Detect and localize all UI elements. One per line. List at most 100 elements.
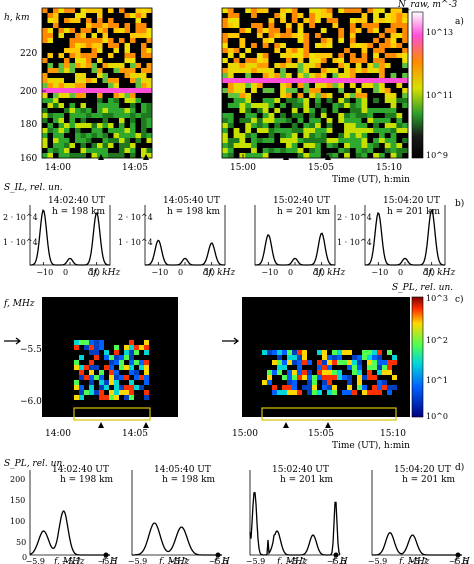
heatmap-cell bbox=[320, 78, 327, 84]
heatmap-cell bbox=[146, 153, 153, 159]
heatmap-cell bbox=[130, 133, 136, 139]
heatmap-cell bbox=[113, 28, 120, 34]
heatmap-cell bbox=[239, 143, 246, 149]
heatmap-cell bbox=[129, 370, 134, 375]
panel-b-xtick: 0 bbox=[398, 268, 403, 277]
heatmap-cell bbox=[222, 18, 229, 24]
heatmap-cell bbox=[135, 33, 142, 39]
heatmap-cell bbox=[141, 53, 147, 59]
heatmap-cell bbox=[320, 118, 327, 124]
heatmap-cell bbox=[251, 148, 258, 154]
heatmap-cell bbox=[64, 73, 70, 79]
heatmap-cell bbox=[357, 370, 362, 375]
arrow-up-icon bbox=[325, 154, 331, 160]
heatmap-cell bbox=[124, 78, 131, 84]
heatmap-cell bbox=[233, 38, 240, 44]
heatmap-cell bbox=[80, 128, 87, 134]
heatmap-cell bbox=[94, 375, 99, 380]
heatmap-cell bbox=[373, 103, 380, 109]
heatmap-cell bbox=[378, 48, 386, 54]
heatmap-cell bbox=[297, 18, 304, 24]
heatmap-cell bbox=[58, 83, 65, 89]
heatmap-cell bbox=[315, 73, 322, 79]
heatmap-cell bbox=[277, 360, 282, 365]
heatmap-cell bbox=[315, 148, 322, 154]
heatmap-cell bbox=[402, 38, 409, 44]
heatmap-cell bbox=[315, 28, 322, 34]
heatmap-cell bbox=[227, 93, 234, 99]
heatmap-cell bbox=[315, 143, 322, 149]
heatmap-cell bbox=[285, 43, 293, 49]
heatmap-cell bbox=[272, 390, 277, 395]
heatmap-cell bbox=[315, 43, 322, 49]
heatmap-cell bbox=[384, 73, 391, 79]
heatmap-cell bbox=[268, 88, 275, 94]
heatmap-cell bbox=[239, 93, 246, 99]
heatmap-cell bbox=[233, 18, 240, 24]
heatmap-cell bbox=[355, 58, 362, 64]
heatmap-cell bbox=[268, 68, 275, 74]
heatmap-cell bbox=[280, 148, 287, 154]
heatmap-cell bbox=[344, 143, 351, 149]
heatmap-cell bbox=[267, 370, 272, 375]
heatmap-cell bbox=[124, 73, 131, 79]
heatmap-cell bbox=[285, 13, 293, 19]
heatmap-cell bbox=[355, 8, 362, 14]
heatmap-cell bbox=[326, 153, 333, 159]
heatmap-cell bbox=[245, 153, 252, 159]
heatmap-cell bbox=[287, 380, 292, 385]
heatmap-cell bbox=[141, 93, 147, 99]
heatmap-cell bbox=[75, 143, 81, 149]
heatmap-cell bbox=[108, 143, 114, 149]
heatmap-cell bbox=[349, 78, 356, 84]
heatmap-cell bbox=[280, 38, 287, 44]
heatmap-cell bbox=[69, 88, 76, 94]
heatmap-cell bbox=[349, 103, 356, 109]
heatmap-cell bbox=[86, 108, 92, 114]
heatmap-cell bbox=[344, 118, 351, 124]
heatmap-cell bbox=[274, 143, 281, 149]
heatmap-cell bbox=[97, 48, 103, 54]
heatmap-cell bbox=[326, 118, 333, 124]
heatmap-cell bbox=[285, 38, 293, 44]
heatmap-cell bbox=[373, 88, 380, 94]
heatmap-cell bbox=[402, 13, 409, 19]
heatmap-cell bbox=[367, 8, 374, 14]
heatmap-cell bbox=[129, 395, 134, 400]
heatmap-cell bbox=[320, 108, 327, 114]
heatmap-cell bbox=[108, 68, 114, 74]
heatmap-cell bbox=[97, 98, 103, 104]
heatmap-cell bbox=[239, 98, 246, 104]
heatmap-cell bbox=[233, 153, 240, 159]
heatmap-cell bbox=[251, 33, 258, 39]
heatmap-cell bbox=[367, 88, 374, 94]
heatmap-cell bbox=[291, 68, 298, 74]
heatmap-cell bbox=[58, 143, 65, 149]
heatmap-cell bbox=[119, 118, 125, 124]
heatmap-cell bbox=[58, 123, 65, 129]
heatmap-cell bbox=[42, 123, 48, 129]
heatmap-cell bbox=[91, 63, 98, 69]
heatmap-cell bbox=[384, 58, 391, 64]
heatmap-cell bbox=[102, 88, 109, 94]
heatmap-cell bbox=[390, 13, 397, 19]
heatmap-cell bbox=[86, 23, 92, 29]
heatmap-cell bbox=[309, 133, 316, 139]
heatmap-cell bbox=[227, 108, 234, 114]
heatmap-cell bbox=[53, 113, 59, 119]
heatmap-cell bbox=[332, 88, 339, 94]
heatmap-cell bbox=[382, 370, 387, 375]
heatmap-cell bbox=[144, 345, 149, 350]
heatmap-cell bbox=[124, 365, 129, 370]
heatmap-cell bbox=[124, 38, 131, 44]
panel-d-xtick: −5.5 bbox=[98, 557, 117, 564]
heatmap-cell bbox=[113, 23, 120, 29]
heatmap-cell bbox=[47, 123, 54, 129]
panel-d-xunit: f, MHz bbox=[398, 557, 430, 564]
heatmap-cell bbox=[355, 98, 362, 104]
panel-c-colorbar-tick: 10^3 bbox=[426, 294, 448, 303]
heatmap-cell bbox=[344, 153, 351, 159]
heatmap-cell bbox=[280, 143, 287, 149]
heatmap-cell bbox=[135, 28, 142, 34]
heatmap-cell bbox=[58, 113, 65, 119]
